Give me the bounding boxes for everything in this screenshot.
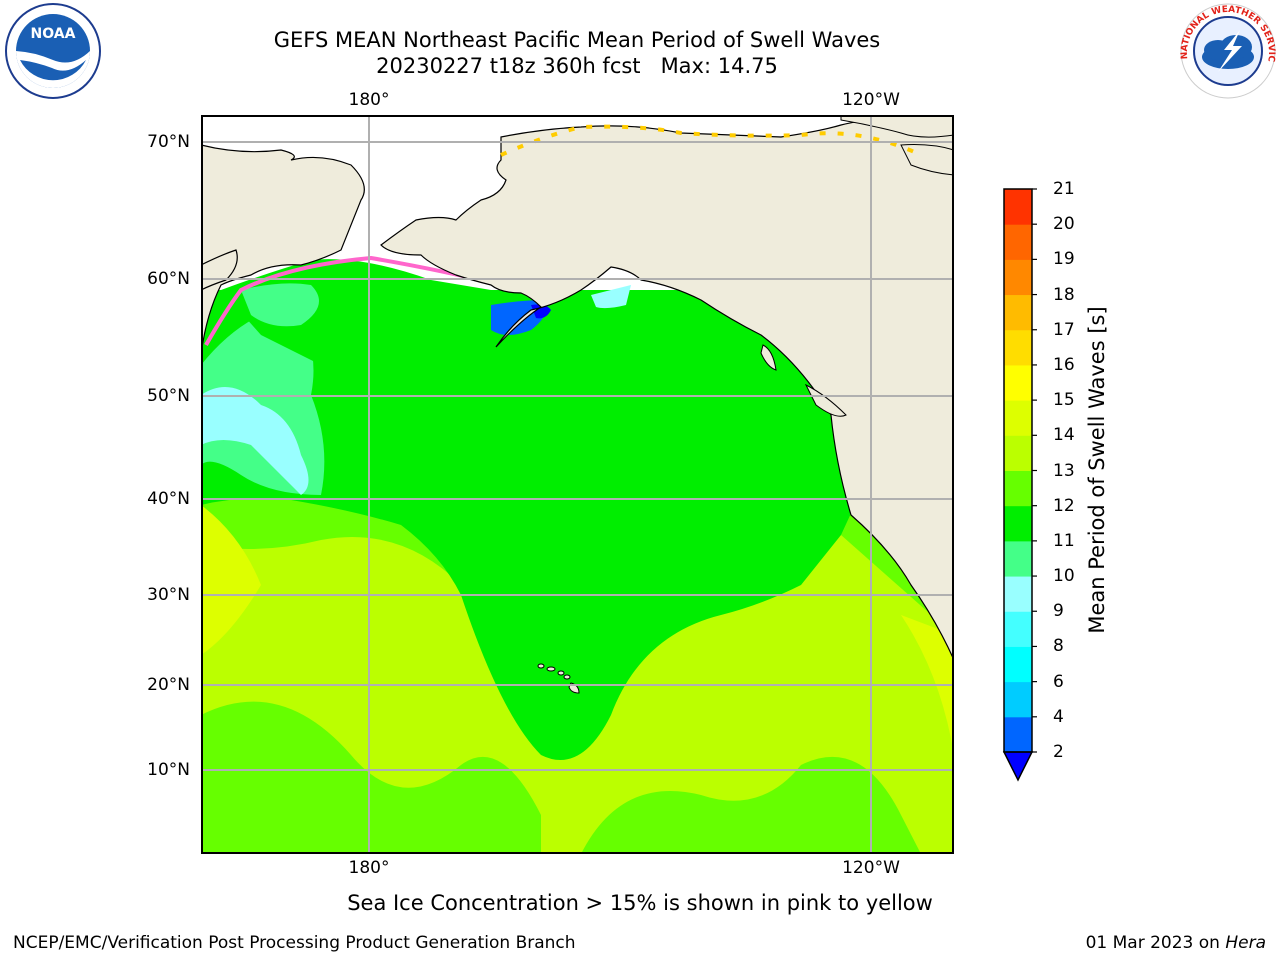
lon-label-bottom-180: 180° (348, 858, 390, 878)
lon-label-top-120w: 120°W (842, 90, 900, 110)
colorbar-bin (1004, 189, 1032, 225)
lat-label-30n: 30°N (147, 585, 190, 605)
colorbar-tick-label: 16 (1053, 354, 1075, 375)
colorbar-tick-label: 13 (1053, 460, 1075, 481)
land-vancouver-island (804, 383, 847, 417)
bristol-bay-lowest (531, 304, 551, 319)
colorbar-bin (1004, 470, 1032, 507)
colorbar-bin (1004, 681, 1032, 718)
sea-ice-caption: Sea Ice Concentration > 15% is shown in … (347, 891, 933, 915)
map-subtitle: 20230227 t18z 360h fcst Max: 14.75 (376, 54, 778, 78)
colorbar-tick-label: 14 (1053, 425, 1075, 446)
arctic-sea-ice-edge (500, 124, 922, 157)
lat-label-60n: 60°N (147, 269, 190, 289)
map-gridlines (201, 115, 954, 854)
land-arctic-islands (840, 115, 954, 138)
ocean-lightcyan-west (201, 387, 309, 495)
colorbar-tick-label: 10 (1053, 566, 1075, 587)
lat-label-40n: 40°N (147, 489, 190, 509)
ocean-core-field (201, 290, 954, 760)
colorbar-bin (1004, 294, 1032, 331)
colorbar-bin (1004, 505, 1032, 542)
gulf-alaska-cyan (591, 285, 631, 309)
colorbar-bin (1004, 540, 1032, 577)
colorbar-tick-label: 9 (1053, 601, 1064, 622)
colorbar-tick-label: 6 (1053, 671, 1064, 692)
colorbar-tick-label: 18 (1053, 284, 1075, 305)
nws-logo: NATIONAL WEATHER SERVICE (1178, 2, 1276, 99)
colorbar-extend-triangle (1002, 751, 1034, 782)
lat-label-70n: 70°N (147, 132, 190, 152)
colorbar-tick-label: 8 (1053, 636, 1064, 657)
colorbar-tick-label: 19 (1053, 249, 1075, 270)
noaa-logo-text: NOAA (31, 26, 76, 42)
lon-label-top-180: 180° (348, 90, 390, 110)
footer-date-text: 01 Mar 2023 on (1085, 933, 1220, 953)
colorbar-title: Mean Period of Swell Waves [s] (1085, 306, 1109, 634)
colorbar-bin (1004, 716, 1032, 753)
colorbar-bin (1004, 611, 1032, 647)
colorbar-bin (1004, 435, 1032, 471)
colorbar-tick-label: 2 (1053, 742, 1064, 762)
bering-cyan (241, 283, 319, 327)
ocean-east-patch (901, 615, 954, 755)
ocean-south-patch-3 (201, 505, 261, 655)
footer-host: Hera (1225, 933, 1266, 953)
colorbar-bin (1004, 364, 1032, 401)
land-arctic-island-2 (900, 144, 954, 176)
colorbar-tick-label: 4 (1053, 706, 1064, 727)
footer-producer: NCEP/EMC/Verification Post Processing Pr… (13, 933, 576, 953)
colorbar (1002, 188, 1037, 782)
lat-label-20n: 20°N (147, 675, 190, 695)
map-title: GEFS MEAN Northeast Pacific Mean Period … (273, 28, 881, 52)
colorbar-tick-label: 12 (1053, 495, 1075, 516)
lat-label-50n: 50°N (147, 386, 190, 406)
map-frame (201, 115, 954, 854)
ocean-south-patch-2 (581, 756, 921, 854)
colorbar-tick-label: 15 (1053, 390, 1075, 411)
colorbar-tick-label: 21 (1053, 179, 1075, 199)
colorbar-bin (1004, 646, 1032, 683)
lon-label-bottom-120w: 120°W (842, 858, 900, 878)
colorbar-bin (1004, 576, 1032, 612)
footer-date: 01 Mar 2023 on Hera (1086, 933, 1266, 953)
colorbar-tick-label: 20 (1053, 214, 1075, 235)
ocean-south-patch (201, 701, 541, 854)
colorbar-bin (1004, 400, 1032, 436)
land-north-america (380, 115, 954, 661)
colorbar-tick-label: 17 (1053, 319, 1075, 340)
colorbar-bin (1004, 259, 1032, 296)
noaa-logo: NOAA (5, 3, 101, 99)
land-siberia (201, 144, 365, 356)
colorbar-tick-label: 11 (1053, 530, 1075, 551)
swell-period-map (201, 115, 954, 854)
colorbar-bin (1004, 224, 1032, 260)
land-haida-gwaii (760, 344, 777, 371)
colorbar-bin (1004, 329, 1032, 366)
lat-label-10n: 10°N (147, 760, 190, 780)
